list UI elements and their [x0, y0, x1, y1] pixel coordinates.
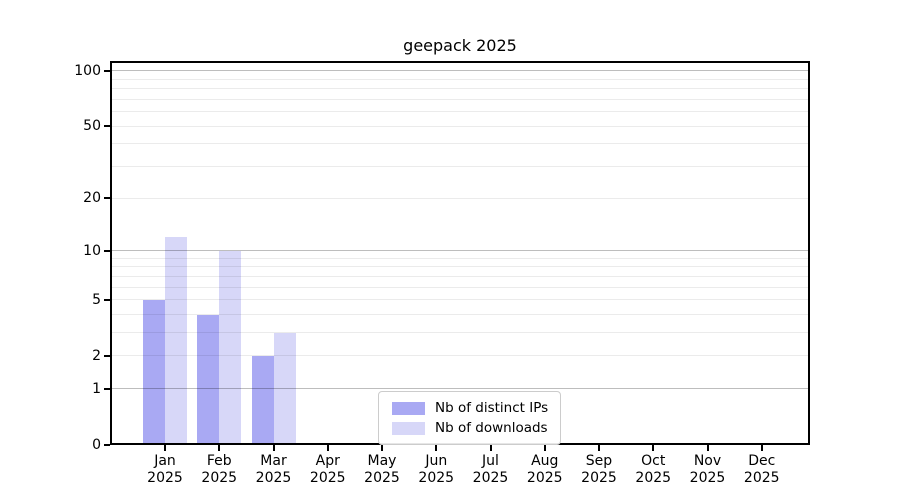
- y-tick-label-20: 20: [83, 190, 101, 207]
- legend-label: Nb of downloads: [435, 420, 548, 436]
- legend-row-distinct-ips: Nb of distinct IPs: [392, 398, 548, 418]
- x-tick-label-aug: Aug 2025: [513, 453, 577, 487]
- bar-mar-distinct-ips: [251, 355, 274, 445]
- y-tick-mark-50: [104, 125, 110, 128]
- x-tick-label-mar: Mar 2025: [242, 453, 306, 487]
- legend-swatch-distinct-ips: [392, 401, 425, 415]
- y-tick-label-5: 5: [92, 291, 101, 308]
- x-tick-text: Oct: [641, 453, 666, 469]
- x-tick-text: 2025: [472, 470, 509, 486]
- x-tick-text: 2025: [364, 470, 400, 486]
- x-tick-mark-jan: [164, 445, 166, 451]
- x-tick-text: 2025: [743, 470, 780, 486]
- x-tick-label-jun: Jun 2025: [404, 453, 468, 487]
- x-tick-text: 2025: [147, 470, 183, 486]
- x-tick-mark-dec: [760, 445, 763, 451]
- x-tick-label-apr: Apr 2025: [296, 453, 360, 487]
- x-tick-label-jan: Jan 2025: [133, 453, 197, 487]
- x-tick-mark-sep: [598, 445, 600, 451]
- x-tick-text: Feb: [206, 453, 232, 469]
- x-tick-mark-feb: [218, 445, 221, 451]
- y-tick-mark-10: [104, 249, 110, 252]
- legend-swatch-downloads: [392, 421, 425, 435]
- x-tick-mark-aug: [543, 445, 546, 451]
- legend-label: Nb of distinct IPs: [435, 400, 549, 416]
- x-tick-text: 2025: [309, 470, 346, 486]
- y-tick-mark-1: [104, 387, 110, 390]
- x-tick-mark-oct: [652, 445, 655, 451]
- x-tick-label-jul: Jul 2025: [459, 453, 523, 487]
- legend: Nb of distinct IPs Nb of downloads: [378, 391, 562, 445]
- x-tick-text: Apr: [315, 453, 340, 469]
- x-tick-text: 2025: [418, 470, 455, 486]
- x-tick-mark-mar: [272, 445, 275, 451]
- x-tick-text: 2025: [635, 470, 672, 486]
- y-tick-mark-2: [104, 354, 110, 357]
- bar-jan-distinct-ips: [143, 299, 165, 445]
- x-tick-text: Jan: [154, 453, 176, 469]
- x-tick-label-dec: Dec 2025: [730, 453, 794, 487]
- y-tick-label-50: 50: [83, 118, 101, 135]
- x-tick-mark-jun: [435, 445, 438, 451]
- bar-feb-distinct-ips: [197, 314, 220, 445]
- x-tick-text: Sep: [585, 453, 613, 469]
- y-tick-mark-0: [104, 444, 110, 446]
- y-tick-mark-100: [104, 69, 110, 72]
- y-tick-label-1: 1: [92, 380, 101, 397]
- y-tick-label-10: 10: [83, 242, 101, 259]
- x-tick-label-oct: Oct 2025: [621, 453, 685, 487]
- x-tick-text: 2025: [526, 470, 563, 486]
- chart-title: geepack 2025: [403, 36, 517, 55]
- plot-area: Nb of distinct IPs Nb of downloads: [110, 61, 810, 445]
- x-tick-mark-nov: [706, 445, 709, 451]
- x-tick-text: Mar: [260, 453, 287, 469]
- y-tick-mark-20: [104, 197, 110, 200]
- x-tick-text: Nov: [693, 453, 722, 469]
- x-tick-mark-apr: [326, 445, 329, 451]
- x-tick-text: Dec: [748, 453, 776, 469]
- bar-jan-downloads: [165, 237, 187, 445]
- bars-layer: [110, 61, 810, 445]
- bar-mar-downloads: [273, 332, 296, 445]
- x-tick-label-may: May 2025: [350, 453, 414, 487]
- x-tick-label-feb: Feb 2025: [187, 453, 251, 487]
- y-tick-label-2: 2: [92, 347, 101, 364]
- x-tick-text: Jun: [425, 453, 448, 469]
- legend-row-downloads: Nb of downloads: [392, 418, 548, 438]
- x-tick-text: Jul: [482, 453, 499, 469]
- x-tick-mark-jul: [489, 445, 492, 451]
- y-tick-label-100: 100: [74, 62, 101, 79]
- x-tick-text: 2025: [255, 470, 292, 486]
- x-tick-label-sep: Sep 2025: [567, 453, 631, 487]
- y-tick-mark-5: [104, 298, 110, 301]
- x-tick-text: 2025: [581, 470, 617, 486]
- bar-feb-downloads: [219, 250, 242, 445]
- x-tick-label-nov: Nov 2025: [676, 453, 740, 487]
- x-tick-mark-may: [381, 445, 383, 451]
- x-tick-text: Aug: [531, 453, 559, 469]
- x-tick-text: 2025: [689, 470, 726, 486]
- x-tick-text: May: [367, 453, 397, 469]
- x-tick-text: 2025: [201, 470, 238, 486]
- y-tick-label-0: 0: [92, 437, 101, 453]
